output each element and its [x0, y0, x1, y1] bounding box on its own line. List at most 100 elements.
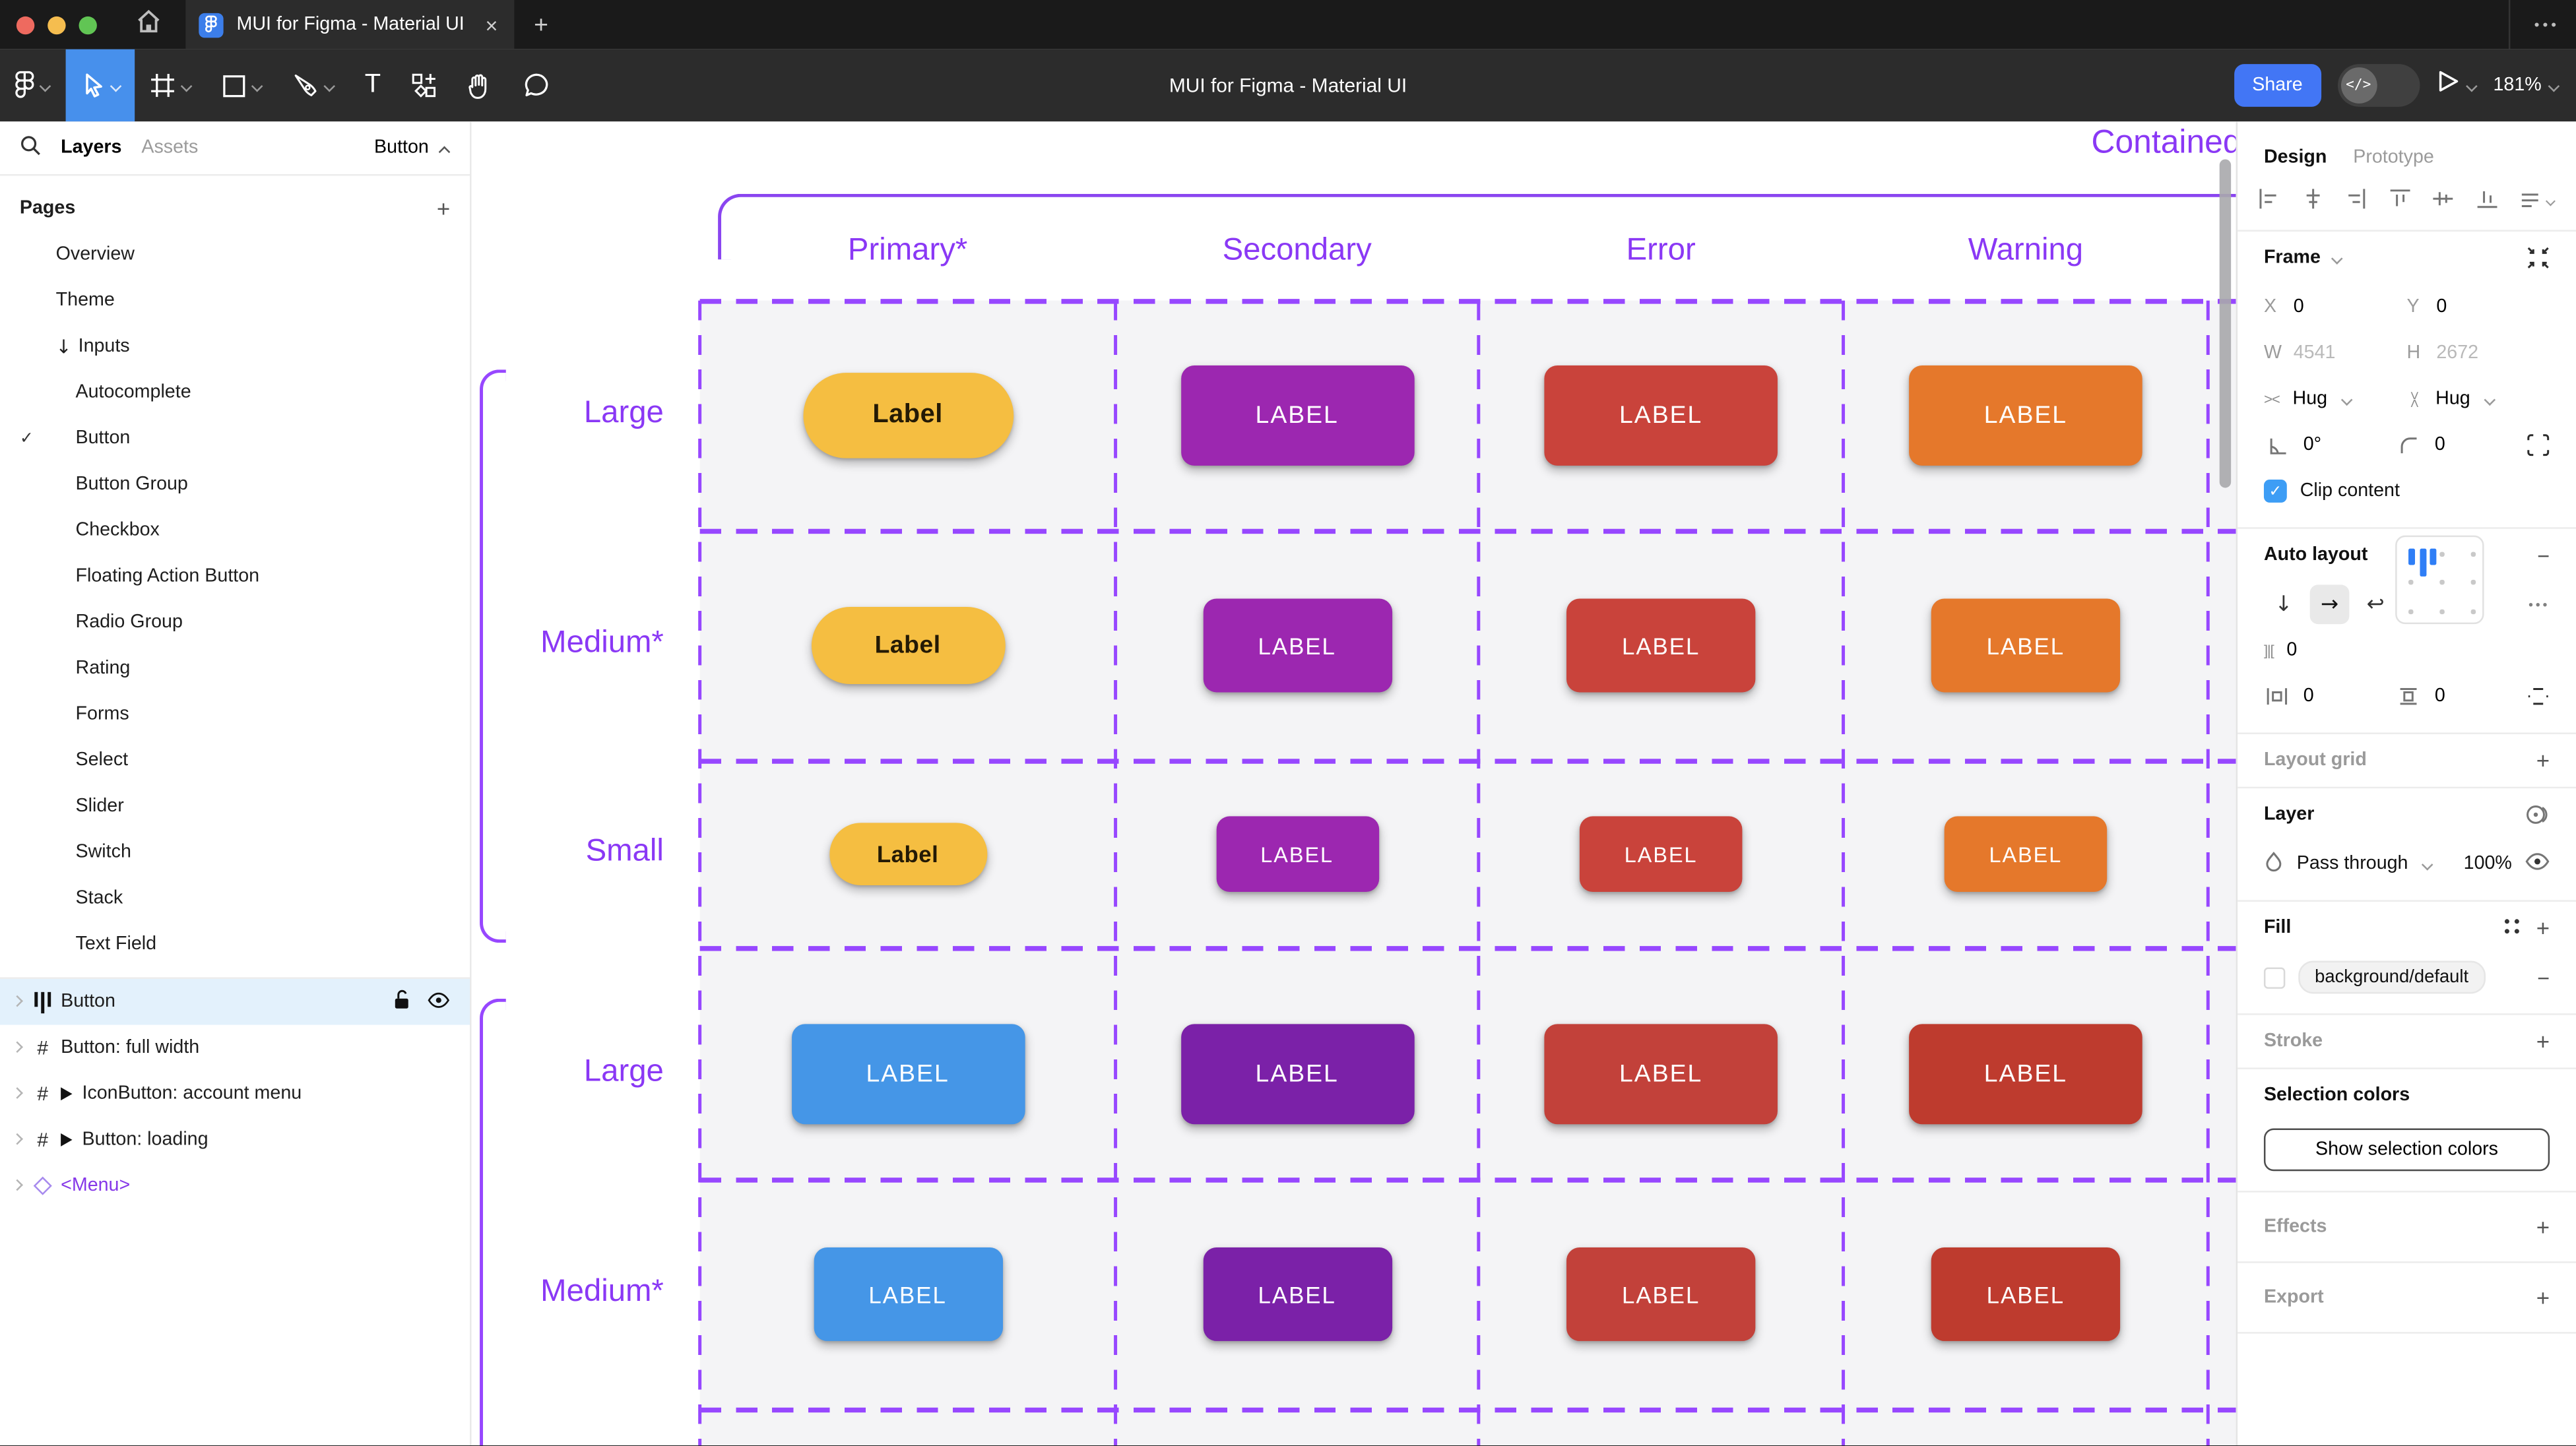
actions-tool-button[interactable]: [395, 49, 451, 122]
expand-chevron-icon[interactable]: [8, 1131, 24, 1148]
unlock-icon[interactable]: [393, 989, 410, 1015]
sidebar-page-checkbox[interactable]: Checkbox: [0, 507, 470, 553]
vertical-padding-field[interactable]: 0: [2395, 687, 2527, 707]
independent-padding-icon[interactable]: [2527, 685, 2550, 708]
canvas-button-warning-medium[interactable]: LABEL: [1931, 598, 2121, 693]
fill-style-token[interactable]: background/default: [2298, 960, 2486, 994]
remove-auto-layout-button[interactable]: −: [2537, 542, 2550, 568]
layer-opacity-value[interactable]: 100%: [2463, 854, 2512, 874]
sidebar-page-slider[interactable]: Slider: [0, 784, 470, 830]
horizontal-sizing-dropdown[interactable]: >< Hug: [2264, 389, 2407, 409]
sidebar-page-forms[interactable]: Forms: [0, 691, 470, 738]
sidebar-page-stack[interactable]: Stack: [0, 875, 470, 922]
sidebar-page-button[interactable]: ✓ Button: [0, 416, 470, 462]
canvas-button-primary-medium[interactable]: LABEL: [813, 1247, 1002, 1341]
comment-tool-button[interactable]: [507, 49, 565, 122]
align-top-icon[interactable]: [2388, 187, 2411, 214]
fill-styles-icon[interactable]: [2503, 918, 2520, 939]
independent-corners-icon[interactable]: [2527, 433, 2550, 456]
canvas-button-warning-large[interactable]: LABEL: [1909, 1023, 2142, 1124]
flow-horizontal-button[interactable]: →: [2309, 584, 2350, 625]
flow-wrap-button[interactable]: ↩: [2366, 592, 2385, 617]
dev-mode-toggle[interactable]: </>: [2336, 64, 2420, 107]
canvas-button-error-medium[interactable]: LABEL: [1566, 598, 1756, 693]
distribute-menu-icon[interactable]: [2519, 189, 2556, 212]
add-stroke-button[interactable]: +: [2536, 1028, 2550, 1055]
zoom-level-control[interactable]: 181%: [2493, 76, 2560, 96]
sidebar-page-switch[interactable]: Switch: [0, 829, 470, 875]
canvas-button-secondary-medium[interactable]: LABEL: [1202, 1247, 1392, 1341]
present-button[interactable]: [2435, 69, 2476, 102]
sidebar-page-select[interactable]: Select: [0, 738, 470, 784]
home-button[interactable]: [120, 0, 176, 49]
height-field[interactable]: H 2672: [2406, 343, 2479, 363]
canvas-vertical-scrollbar[interactable]: [2219, 159, 2232, 488]
canvas-button-warning-large[interactable]: LABEL: [1909, 365, 2142, 466]
sidebar-page-radio-group[interactable]: Radio Group: [0, 600, 470, 646]
expand-chevron-icon[interactable]: [8, 1178, 24, 1194]
visibility-eye-icon[interactable]: [427, 991, 450, 1013]
align-right-icon[interactable]: [2344, 187, 2367, 214]
shape-tool-button[interactable]: [207, 49, 278, 122]
search-icon[interactable]: [20, 135, 41, 161]
frame-tool-button[interactable]: [135, 49, 207, 122]
page-selector-dropdown[interactable]: Button: [374, 138, 450, 158]
add-page-button[interactable]: +: [436, 195, 451, 222]
canvas-button-secondary-large[interactable]: LABEL: [1180, 365, 1414, 466]
add-layout-grid-button[interactable]: +: [2536, 747, 2550, 774]
layer-row-iconbutton-account-menu[interactable]: # IconButton: account menu: [0, 1071, 470, 1117]
text-tool-button[interactable]: T: [350, 49, 395, 122]
pen-tool-button[interactable]: [278, 49, 350, 122]
flow-vertical-button[interactable]: ↓: [2274, 592, 2293, 617]
add-export-button[interactable]: +: [2536, 1284, 2550, 1311]
remove-fill-button[interactable]: −: [2537, 964, 2550, 990]
zoom-window-button[interactable]: [79, 15, 97, 34]
blend-mode-icon[interactable]: [2525, 803, 2550, 827]
tab-assets[interactable]: Assets: [141, 138, 199, 158]
canvas-button-error-large[interactable]: LABEL: [1544, 1023, 1778, 1124]
new-tab-button[interactable]: +: [534, 11, 549, 39]
align-left-icon[interactable]: [2257, 187, 2280, 214]
layer-row-button-loading[interactable]: # Button: loading: [0, 1117, 470, 1163]
canvas-button-error-large[interactable]: LABEL: [1544, 365, 1778, 466]
window-more-icon[interactable]: •••: [2534, 16, 2560, 33]
expand-chevron-icon[interactable]: [8, 1040, 24, 1056]
sidebar-page-inputs[interactable]: ↓ Inputs: [0, 323, 470, 369]
canvas-button-secondary-medium[interactable]: LABEL: [1202, 598, 1392, 693]
auto-layout-more-icon[interactable]: •••: [2528, 597, 2550, 612]
rotation-field[interactable]: 0°: [2264, 435, 2395, 456]
vertical-sizing-dropdown[interactable]: >< Hug: [2406, 389, 2550, 409]
tab-prototype[interactable]: Prototype: [2353, 148, 2434, 168]
tab-layers[interactable]: Layers: [61, 138, 122, 158]
item-spacing-field[interactable]: ]|[ 0: [2264, 641, 2422, 660]
canvas-button-primary-medium[interactable]: Label: [810, 606, 1005, 685]
layer-row-button[interactable]: Button: [0, 978, 470, 1025]
show-selection-colors-button[interactable]: Show selection colors: [2263, 1128, 2550, 1172]
expand-chevron-icon[interactable]: [8, 993, 24, 1010]
canvas[interactable]: Contained Primary* Secondary Error Warning …: [471, 121, 2236, 1446]
canvas-button-primary-large[interactable]: LABEL: [790, 1023, 1025, 1124]
hand-tool-button[interactable]: [451, 49, 507, 122]
clip-content-checkbox[interactable]: ✓: [2263, 480, 2287, 503]
sidebar-page-text-field[interactable]: Text Field: [0, 922, 470, 968]
sidebar-page-theme[interactable]: Theme: [0, 278, 470, 324]
canvas-button-warning-medium[interactable]: LABEL: [1931, 1247, 2121, 1341]
expand-chevron-icon[interactable]: [8, 1086, 24, 1102]
figma-main-menu-button[interactable]: [0, 49, 66, 122]
canvas-button-error-medium[interactable]: LABEL: [1566, 1247, 1756, 1341]
canvas-button-error-small[interactable]: LABEL: [1579, 816, 1743, 892]
horizontal-padding-field[interactable]: 0: [2264, 687, 2395, 707]
add-effect-button[interactable]: +: [2536, 1213, 2550, 1240]
add-fill-button[interactable]: +: [2536, 914, 2550, 941]
align-bottom-icon[interactable]: [2475, 187, 2498, 214]
canvas-button-secondary-large[interactable]: LABEL: [1180, 1023, 1414, 1124]
minimize-window-button[interactable]: [48, 15, 66, 34]
sidebar-page-button-group[interactable]: Button Group: [0, 462, 470, 508]
sidebar-page-rating[interactable]: Rating: [0, 645, 470, 691]
share-button[interactable]: Share: [2234, 64, 2321, 107]
align-vertical-center-icon[interactable]: [2431, 187, 2455, 214]
frame-title[interactable]: Contained: [2091, 125, 2236, 162]
visibility-eye-icon[interactable]: [2525, 852, 2550, 875]
canvas-button-secondary-small[interactable]: LABEL: [1215, 816, 1378, 892]
width-field[interactable]: W 4541: [2263, 343, 2336, 363]
